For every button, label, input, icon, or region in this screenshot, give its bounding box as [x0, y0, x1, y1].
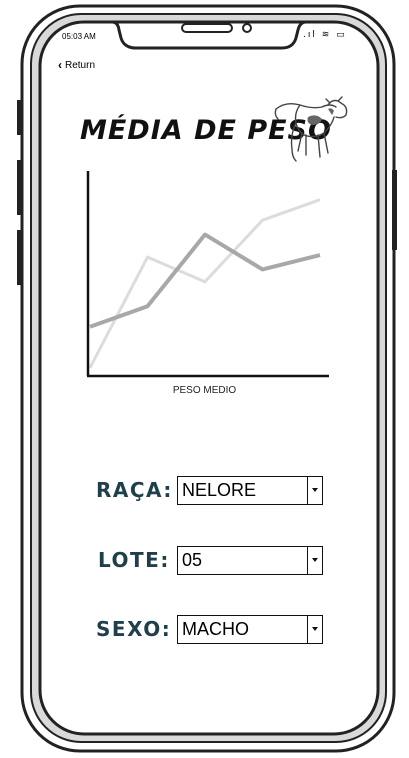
lote-select[interactable]: 05 — [177, 546, 323, 575]
status-time: 05:03 AM — [62, 32, 96, 41]
raca-select-value: NELORE — [182, 480, 257, 500]
weight-line-chart — [86, 171, 329, 378]
series-line-0 — [89, 232, 321, 329]
page-title: MÉDIA DE PESO — [80, 115, 332, 146]
chevron-down-icon[interactable] — [307, 477, 322, 504]
chevron-down-icon[interactable] — [307, 547, 322, 574]
chevron-down-icon[interactable] — [307, 616, 322, 643]
sexo-select[interactable]: MACHO — [177, 615, 323, 644]
back-button[interactable]: ‹ Return — [58, 58, 95, 72]
chevron-left-icon: ‹ — [58, 58, 62, 72]
sexo-label: SEXO: — [96, 617, 172, 641]
raca-label: RAÇA: — [96, 478, 173, 502]
chart-x-label: PESO MEDIO — [172, 385, 237, 396]
cow-icon — [274, 96, 348, 162]
raca-select[interactable]: NELORE — [177, 476, 323, 505]
status-icons: .ıl ≋ ▭ — [303, 30, 347, 40]
lote-label: LOTE: — [98, 548, 170, 572]
series-line-1 — [88, 198, 321, 369]
lote-select-value: 05 — [182, 550, 203, 570]
back-button-label: Return — [65, 59, 96, 71]
sexo-select-value: MACHO — [182, 619, 249, 639]
